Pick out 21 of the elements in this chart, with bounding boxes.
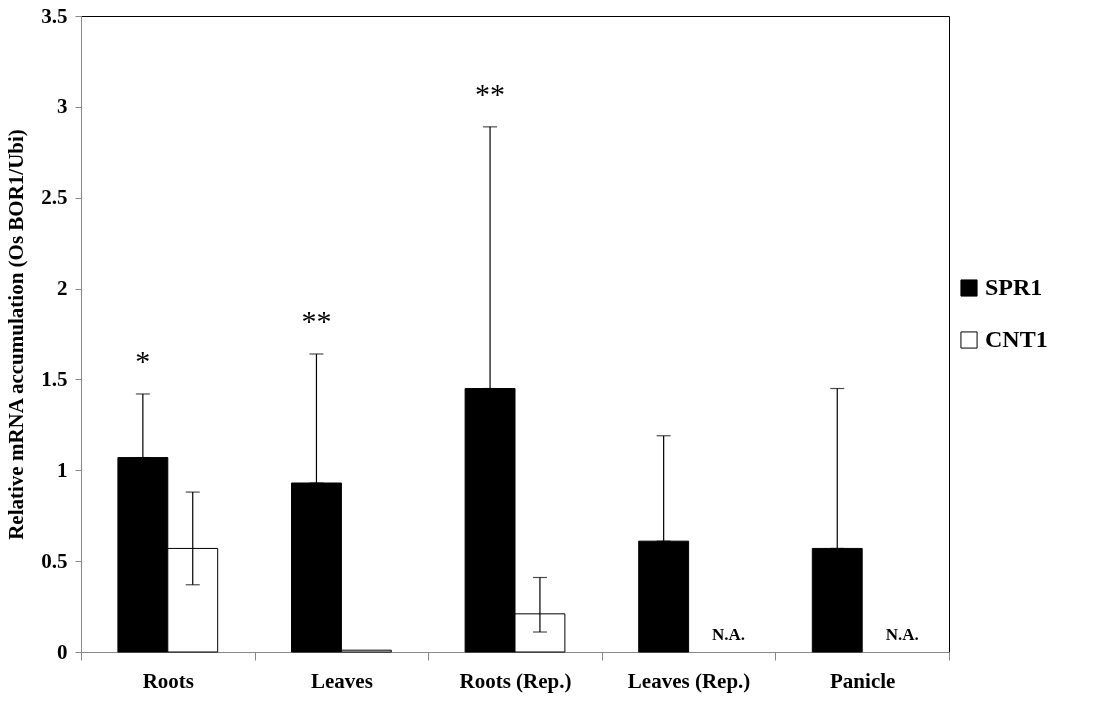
legend-label: SPR1 — [985, 274, 1043, 300]
y-axis-title: Relative mRNA accumulation (Os BOR1/Ubi) — [4, 129, 29, 540]
y-tick-label: 0 — [57, 639, 68, 664]
annotation: * — [135, 344, 151, 378]
y-tick-label: 2 — [57, 276, 68, 301]
annotation: ** — [475, 77, 505, 111]
x-tick-label: Panicle — [830, 668, 896, 693]
annotation: N.A. — [712, 625, 746, 644]
y-tick-label: 1 — [57, 457, 68, 482]
x-tick-label: Roots (Rep.) — [459, 668, 572, 693]
legend-label: CNT1 — [985, 326, 1048, 352]
annotation: N.A. — [885, 625, 919, 644]
annotation: ** — [301, 304, 332, 338]
x-tick-label: Leaves — [310, 668, 373, 693]
y-tick-label: 2.5 — [41, 185, 68, 210]
y-tick-label: 3 — [57, 94, 68, 119]
x-tick-label: Leaves (Rep.) — [627, 668, 751, 693]
y-tick-label: 0.5 — [41, 548, 68, 573]
y-tick-label: 1.5 — [41, 366, 68, 391]
y-tick-label: 3.5 — [41, 3, 68, 28]
x-tick-label: Roots — [142, 668, 194, 693]
